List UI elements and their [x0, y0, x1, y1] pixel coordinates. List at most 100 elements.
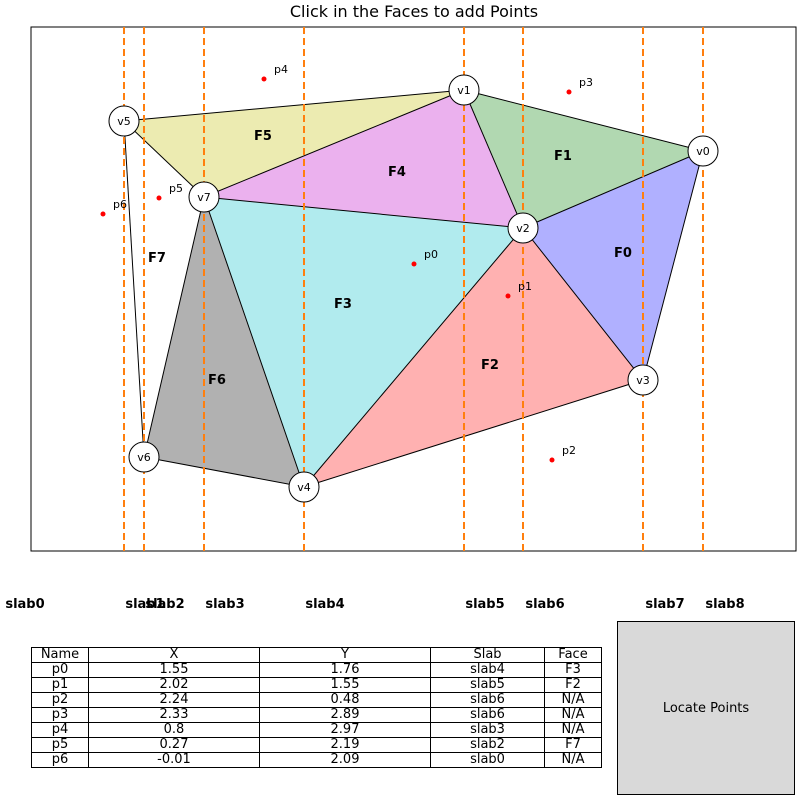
slab-label-slab6: slab6: [525, 597, 565, 612]
face-f4[interactable]: [204, 90, 523, 228]
table-row: p0 1.55 1.76 slab4 F3: [31, 662, 602, 678]
vertex-label-v4: v4: [297, 481, 311, 494]
edge-v0-v3: [642, 150, 704, 381]
point-label-p3: p3: [579, 76, 593, 89]
table-cell-y: 2.97: [259, 722, 431, 738]
table-cell-slab: slab5: [430, 677, 545, 693]
vertex-v6[interactable]: [128, 441, 160, 473]
table-cell-face: N/A: [544, 692, 602, 708]
point-label-p1: p1: [518, 280, 532, 293]
table-row: p5 0.27 2.19 slab2 F7: [31, 737, 602, 753]
slab-label-slab2: slab2: [145, 597, 185, 612]
edge-v2-v0: [522, 150, 704, 229]
face-label-f0: F0: [614, 246, 632, 261]
table-cell-name: p5: [31, 737, 89, 753]
vertex-v3[interactable]: [627, 364, 659, 396]
point-marker-p2[interactable]: [549, 457, 555, 463]
slab-label-slab3: slab3: [205, 597, 245, 612]
table-row: p4 0.8 2.97 slab3 N/A: [31, 722, 602, 738]
vertex-v5[interactable]: [108, 105, 140, 137]
edge-v2-v3: [522, 227, 644, 381]
table-cell-name: p6: [31, 752, 89, 768]
table-header-row: Name X Y Slab Face: [31, 647, 602, 663]
slab-label-slab4: slab4: [305, 597, 345, 612]
point-label-p6: p6: [113, 198, 127, 211]
point-label-p0: p0: [424, 248, 438, 261]
table-cell-slab: slab0: [430, 752, 545, 768]
edge-v2-v4: [303, 227, 524, 488]
point-marker-p1[interactable]: [505, 293, 511, 299]
table-cell-face: N/A: [544, 752, 602, 768]
table-cell-y: 0.48: [259, 692, 431, 708]
table-cell-name: p1: [31, 677, 89, 693]
table-cell-face: F7: [544, 737, 602, 753]
vertex-label-v2: v2: [516, 222, 530, 235]
table-cell-x: 2.02: [88, 677, 260, 693]
table-cell-x: 2.24: [88, 692, 260, 708]
table-cell-name: p3: [31, 707, 89, 723]
face-f2[interactable]: [304, 228, 643, 487]
face-f3[interactable]: [204, 197, 523, 487]
planar-subdivision-plot[interactable]: F0 F1 F2 F3 F4 F5 F6 F7 p0 p1 p2 p3 p4 p5 p6 v0 v1 v2 v3…: [0, 0, 800, 600]
slab-label-slab7: slab7: [645, 597, 685, 612]
table-cell-slab: slab3: [430, 722, 545, 738]
column-header-face: Face: [544, 647, 602, 663]
slab-label-slab8: slab8: [705, 597, 745, 612]
edge-v4-v6: [143, 456, 305, 488]
column-header-y: Y: [259, 647, 431, 663]
vertex-v7[interactable]: [188, 181, 220, 213]
point-label-p4: p4: [274, 63, 288, 76]
point-label-p2: p2: [562, 444, 576, 457]
table-cell-x: 0.27: [88, 737, 260, 753]
vertex-label-v0: v0: [696, 145, 710, 158]
vertex-v0[interactable]: [687, 135, 719, 167]
slab-label-slab5: slab5: [465, 597, 505, 612]
edge-v5-v6: [123, 120, 145, 458]
face-label-f1: F1: [554, 149, 572, 164]
edge-v1-v7: [203, 89, 465, 198]
face-label-f3: F3: [334, 297, 352, 312]
face-f5[interactable]: [124, 90, 464, 197]
locate-points-button[interactable]: Locate Points: [617, 621, 795, 795]
face-label-f7: F7: [148, 251, 166, 266]
table-row: p2 2.24 0.48 slab6 N/A: [31, 692, 602, 708]
face-label-f5: F5: [254, 129, 272, 144]
point-marker-p4[interactable]: [261, 76, 267, 82]
edge-v1-v5: [123, 89, 465, 122]
vertex-label-v1: v1: [457, 84, 471, 97]
table-cell-y: 2.89: [259, 707, 431, 723]
point-marker-p3[interactable]: [566, 89, 572, 95]
table-row: p1 2.02 1.55 slab5 F2: [31, 677, 602, 693]
face-label-f6: F6: [208, 373, 226, 388]
table-cell-y: 2.19: [259, 737, 431, 753]
table-cell-name: p4: [31, 722, 89, 738]
face-label-f2: F2: [481, 358, 499, 373]
vertex-label-v3: v3: [636, 374, 650, 387]
table-cell-face: N/A: [544, 722, 602, 738]
edge-v5-v7: [123, 120, 205, 198]
vertex-label-v5: v5: [117, 115, 131, 128]
table-cell-name: p0: [31, 662, 89, 678]
table-cell-face: F3: [544, 662, 602, 678]
slab-label-slab0: slab0: [5, 597, 45, 612]
face-f6[interactable]: [144, 197, 304, 487]
edge-v4-v7: [203, 196, 305, 488]
table-cell-slab: slab6: [430, 692, 545, 708]
column-header-name: Name: [31, 647, 89, 663]
table-cell-x: -0.01: [88, 752, 260, 768]
edge-v0-v1: [463, 89, 704, 152]
edge-v2-v7: [203, 196, 524, 229]
face-label-f4: F4: [388, 165, 406, 180]
table-cell-slab: slab2: [430, 737, 545, 753]
figure-title: Click in the Faces to add Points: [289, 2, 539, 21]
points-table: Name X Y Slab Face p0 1.55 1.76 slab4 F3 p1 2.02 1.…: [31, 647, 602, 768]
point-marker-p5[interactable]: [156, 195, 162, 201]
vertex-v4[interactable]: [288, 471, 320, 503]
point-marker-p0[interactable]: [411, 261, 417, 267]
point-marker-p6[interactable]: [100, 211, 106, 217]
vertex-v1[interactable]: [448, 74, 480, 106]
table-cell-slab: slab6: [430, 707, 545, 723]
vertex-v2[interactable]: [507, 212, 539, 244]
vertex-label-v6: v6: [137, 451, 151, 464]
table-row: p6 -0.01 2.09 slab0 N/A: [31, 752, 602, 768]
